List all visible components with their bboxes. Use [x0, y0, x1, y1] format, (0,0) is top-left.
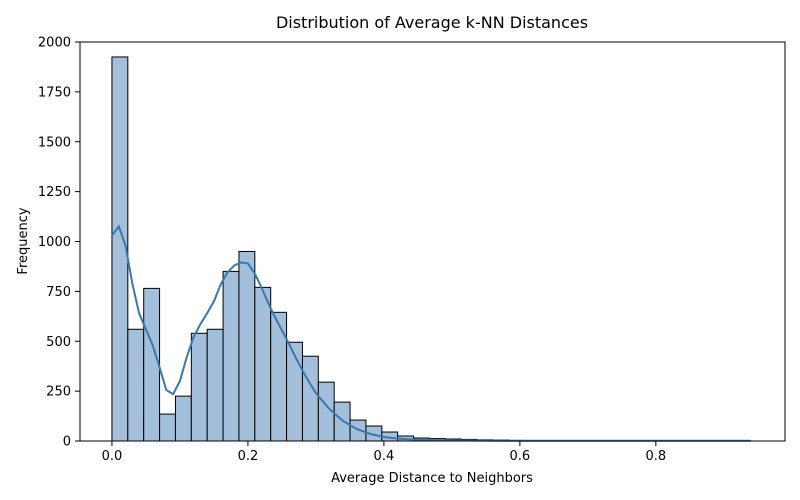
- y-tick-label: 1000: [38, 235, 71, 250]
- kde-curve: [111, 224, 751, 442]
- y-axis-title: Frequency: [16, 207, 31, 274]
- histogram-bar: [206, 328, 224, 442]
- x-tick-label: 0.2: [238, 449, 259, 464]
- y-tick-label: 1500: [38, 135, 71, 150]
- histogram-bars: [111, 56, 748, 442]
- y-tick-label: 500: [46, 335, 71, 350]
- histogram-bar: [254, 286, 272, 442]
- y-tick-label: 2000: [38, 36, 71, 51]
- histogram-bar: [127, 328, 145, 442]
- x-tick-label: 0.0: [102, 449, 123, 464]
- x-tick-label: 0.4: [374, 449, 395, 464]
- x-axis: 0.0 0.2 0.4 0.6 0.8: [102, 441, 666, 464]
- y-axis: 0 250 500 750 1000 1250 1500 1750 2000: [38, 36, 80, 450]
- y-tick-label: 0: [63, 435, 71, 450]
- histogram-bar: [270, 311, 288, 442]
- plot-frame: [79, 41, 786, 442]
- histogram-bar: [174, 395, 192, 442]
- histogram-bar: [190, 332, 208, 442]
- histogram-bar: [301, 355, 319, 442]
- y-tick-label: 1750: [38, 85, 71, 100]
- histogram-bar: [143, 287, 161, 442]
- histogram-bar: [238, 250, 256, 442]
- x-axis-title: Average Distance to Neighbors: [331, 471, 533, 486]
- x-tick-label: 0.6: [510, 449, 531, 464]
- y-tick-label: 1250: [38, 185, 71, 200]
- histogram-bar: [159, 413, 176, 442]
- histogram-bar: [222, 270, 240, 442]
- x-tick-label: 0.8: [645, 449, 666, 464]
- chart-title: Distribution of Average k-NN Distances: [276, 13, 588, 32]
- y-tick-label: 250: [46, 385, 71, 400]
- y-tick-label: 750: [46, 285, 71, 300]
